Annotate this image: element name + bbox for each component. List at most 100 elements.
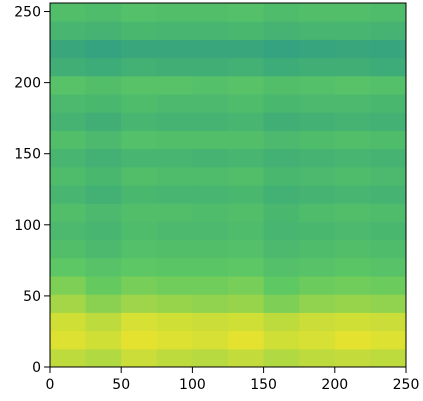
heatmap-cell	[85, 330, 122, 350]
heatmap-cell	[299, 3, 336, 22]
heatmap-cell	[192, 94, 229, 113]
heatmap-cell	[263, 112, 300, 131]
heatmap-cell	[156, 348, 193, 368]
heatmap-cell	[85, 148, 122, 168]
heatmap-cell	[192, 348, 229, 368]
heatmap-cell	[370, 312, 407, 332]
heatmap-cell	[263, 148, 300, 168]
heatmap-cell	[156, 39, 193, 59]
heatmap-cell	[228, 21, 265, 40]
heatmap-cell	[156, 166, 193, 186]
heatmap-cell	[334, 75, 371, 95]
heatmap-cell	[299, 203, 336, 222]
heatmap-cell	[156, 294, 193, 313]
heatmap-cell	[263, 75, 300, 95]
heatmap-cell	[156, 276, 193, 295]
heatmap-cell	[299, 239, 336, 259]
heatmap-cell	[228, 185, 265, 204]
heatmap-cell	[121, 57, 158, 77]
heatmap-cell	[263, 57, 300, 77]
heatmap-cell	[121, 239, 158, 259]
heatmap-cell	[299, 312, 336, 332]
heatmap-cell	[334, 57, 371, 77]
heatmap-cell	[85, 94, 122, 113]
heatmap-cell	[299, 166, 336, 186]
heatmap-cell	[85, 75, 122, 95]
y-tick-label: 50	[23, 289, 41, 305]
heatmap-cell	[85, 57, 122, 77]
heatmap-cell	[121, 130, 158, 150]
heatmap-cell	[334, 348, 371, 368]
y-tick-label: 0	[32, 360, 41, 376]
heatmap-cell	[50, 94, 87, 113]
heatmap-cell	[50, 166, 87, 186]
heatmap-cell	[156, 112, 193, 131]
heatmap-cell	[299, 130, 336, 150]
heatmap-cell	[156, 94, 193, 113]
heatmap-cell	[334, 312, 371, 332]
heatmap-cell	[228, 130, 265, 150]
heatmap-cell	[263, 94, 300, 113]
heatmap-cell	[263, 166, 300, 186]
heatmap-cell	[50, 221, 87, 241]
heatmap-cell	[50, 348, 87, 368]
heatmap-cell	[121, 257, 158, 277]
heatmap-cell	[192, 276, 229, 295]
heatmap-cell	[50, 239, 87, 259]
heatmap-cell	[334, 276, 371, 295]
heatmap-cell	[156, 257, 193, 277]
heatmap-cell	[85, 112, 122, 131]
heatmap-cell	[263, 39, 300, 59]
heatmap-cell	[50, 203, 87, 222]
heatmap-cell	[121, 221, 158, 241]
heatmap-cell	[370, 257, 407, 277]
heatmap-cell	[50, 130, 87, 150]
heatmap-cell	[370, 75, 407, 95]
y-tick-label: 150	[14, 147, 41, 163]
heatmap-cell	[370, 239, 407, 259]
heatmap-cell	[334, 294, 371, 313]
y-tick-label: 250	[14, 5, 41, 21]
heatmap-cell	[192, 148, 229, 168]
x-tick-label: 50	[112, 377, 130, 393]
heatmap-cell	[121, 166, 158, 186]
heatmap-cell	[121, 348, 158, 368]
heatmap-cell	[263, 130, 300, 150]
heatmap-cell	[334, 203, 371, 222]
heatmap-cell	[121, 148, 158, 168]
heatmap-cell	[370, 221, 407, 241]
heatmap-cell	[334, 221, 371, 241]
heatmap-cell	[85, 276, 122, 295]
heatmap-cell	[334, 112, 371, 131]
heatmap-cell	[85, 130, 122, 150]
heatmap-cell	[299, 294, 336, 313]
heatmap-cell	[263, 294, 300, 313]
heatmap-cell	[263, 276, 300, 295]
heatmap-cell	[192, 130, 229, 150]
heatmap-cell	[50, 39, 87, 59]
heatmap-cell	[299, 94, 336, 113]
heatmap-cell	[156, 130, 193, 150]
heatmap-cell	[334, 130, 371, 150]
heatmap-cell	[85, 3, 122, 22]
heatmap-cell	[192, 57, 229, 77]
heatmap-cell	[121, 294, 158, 313]
heatmap-cell	[370, 112, 407, 131]
x-tick-label: 150	[250, 377, 277, 393]
heatmap-cell	[228, 276, 265, 295]
heatmap-cell	[85, 166, 122, 186]
heatmap-cell	[228, 3, 265, 22]
heatmap-cell	[370, 166, 407, 186]
heatmap-cell	[192, 239, 229, 259]
heatmap-cell	[228, 57, 265, 77]
heatmap-cell	[121, 185, 158, 204]
heatmap-cell	[370, 39, 407, 59]
heatmap-cell	[334, 257, 371, 277]
x-tick-label: 100	[179, 377, 206, 393]
heatmap-cell	[50, 276, 87, 295]
heatmap-cell	[50, 185, 87, 204]
heatmap-cell	[50, 75, 87, 95]
heatmap-cell	[334, 21, 371, 40]
